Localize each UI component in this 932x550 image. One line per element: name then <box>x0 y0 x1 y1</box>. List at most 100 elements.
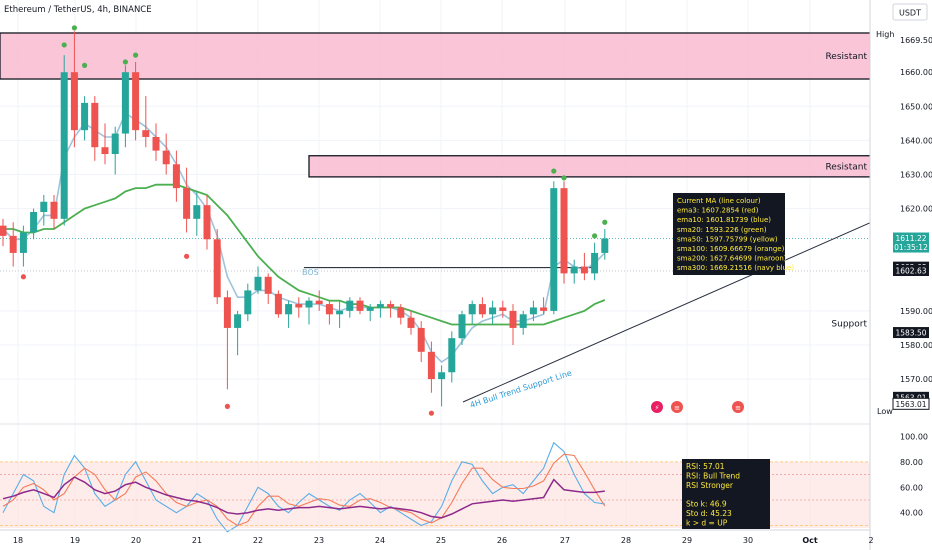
candle-body <box>417 327 425 352</box>
pivot-dot <box>428 410 434 416</box>
candle-body <box>0 225 7 236</box>
price-tick: 1640.00 <box>900 136 932 145</box>
candle-body <box>172 164 180 189</box>
pivot-dot <box>82 62 88 68</box>
candle-body <box>9 235 17 253</box>
event-icons[interactable]: ⚡ ≡ ≡ <box>651 401 744 413</box>
candle-body <box>264 276 272 294</box>
candle-body <box>30 212 38 233</box>
price-tick: 1620.00 <box>900 205 932 214</box>
time-axis-labels: 18 19 20 21 22 23 24 25 26 27 28 29 30 Oct 2 <box>13 536 874 545</box>
time-tick: 28 <box>621 536 631 545</box>
rsi-box-line: Sto d: 45.23 <box>686 509 732 518</box>
trend-support-line <box>462 213 891 403</box>
candle-body <box>407 317 415 328</box>
pivot-dot <box>71 25 77 31</box>
candles-layer <box>0 31 609 407</box>
rsi-box-line: Sto k: 46.9 <box>686 500 727 509</box>
rsi-box-line: RSI: Bull Trend <box>686 471 740 480</box>
candle-body <box>519 314 527 328</box>
ma-box-line: sma100: 1609.66679 (orange) <box>677 245 785 253</box>
pivot-dot <box>133 52 139 58</box>
low-label: Low <box>877 407 893 416</box>
candle-body <box>601 238 609 253</box>
price-badge-sub: 01:35:12 <box>894 243 928 252</box>
bos-label: BOS <box>302 268 319 277</box>
candle-body <box>448 338 456 373</box>
price-tick: 1580.00 <box>900 341 932 350</box>
sma20-green-line <box>3 183 606 326</box>
time-tick: 25 <box>436 536 446 545</box>
candle-body <box>50 201 58 219</box>
event-icon-glyph: ≡ <box>735 404 741 412</box>
candle-body <box>540 307 548 311</box>
candle-body <box>213 239 221 298</box>
candle-body <box>40 201 48 212</box>
candle-body <box>427 351 435 380</box>
trendline-label: 4H Bull Trend Support Line <box>469 368 573 409</box>
candle-body <box>285 304 293 315</box>
ema-blue-line <box>2 111 606 364</box>
candle-body <box>489 307 497 315</box>
candle-body <box>162 150 170 165</box>
candle-body <box>193 205 201 219</box>
candle-body <box>60 72 68 219</box>
zone-0 <box>0 32 872 80</box>
candle-body <box>70 72 78 131</box>
candle-body <box>132 72 140 131</box>
time-tick: 20 <box>131 536 141 545</box>
osc-tick: 80.00 <box>900 458 923 467</box>
rsi-box-line: k > d = UP <box>686 518 728 527</box>
candle-body <box>509 310 517 328</box>
candle-body <box>19 232 27 253</box>
candle-body <box>346 300 354 311</box>
candle-body <box>254 276 262 291</box>
sto-k-line <box>2 441 605 533</box>
ma-box-line: ema3: 1607.2854 (red) <box>677 207 759 215</box>
rsi-box-line: RSI Stronger <box>686 481 734 490</box>
ma-box-line: sma20: 1593.226 (green) <box>677 226 767 234</box>
candle-body <box>111 133 119 155</box>
pivot-dot <box>602 219 608 225</box>
price-badge <box>893 264 929 276</box>
candle-body <box>397 307 405 318</box>
candle-body <box>580 266 588 274</box>
ma-box-line: Current MA (line colour) <box>677 197 761 205</box>
pivot-dot <box>184 253 190 259</box>
flag-event-icon[interactable] <box>732 401 744 413</box>
candle-body <box>458 314 466 339</box>
ma-box-line: sma200: 1627.64699 (maroon) <box>677 255 787 263</box>
time-tick: 30 <box>743 536 753 545</box>
candle-body <box>295 304 303 308</box>
time-tick: 23 <box>314 536 324 545</box>
time-tick: 21 <box>192 536 202 545</box>
price-badge-text: 1583.50 <box>895 329 926 338</box>
zones-layer: Resistant Resistant Support <box>0 32 872 330</box>
price-tick: 1650.00 <box>900 102 932 111</box>
pivot-dot <box>592 233 598 239</box>
candle-body <box>387 304 395 308</box>
candle-body <box>91 102 99 148</box>
pivot-dot <box>224 403 230 409</box>
osc-tick: 40.00 <box>900 509 923 518</box>
flag-event-icon[interactable] <box>671 401 683 413</box>
candle-body <box>366 307 374 311</box>
price-badge <box>892 397 930 410</box>
candle-body <box>325 304 333 315</box>
candle-body <box>234 314 242 328</box>
time-tick: 18 <box>13 536 23 545</box>
pivot-dot <box>561 175 567 181</box>
candle-body <box>438 372 446 380</box>
currency-button[interactable] <box>892 3 928 21</box>
candle-body <box>183 188 191 219</box>
zone-label: Resistant <box>825 162 867 172</box>
event-icon-glyph: ⚡ <box>655 404 660 412</box>
candle-body <box>376 304 384 308</box>
candle-body <box>101 147 109 155</box>
candle-body <box>203 205 211 240</box>
flash-event-icon[interactable] <box>651 401 663 413</box>
pivot-dot <box>551 168 557 174</box>
price-badge <box>893 232 929 253</box>
